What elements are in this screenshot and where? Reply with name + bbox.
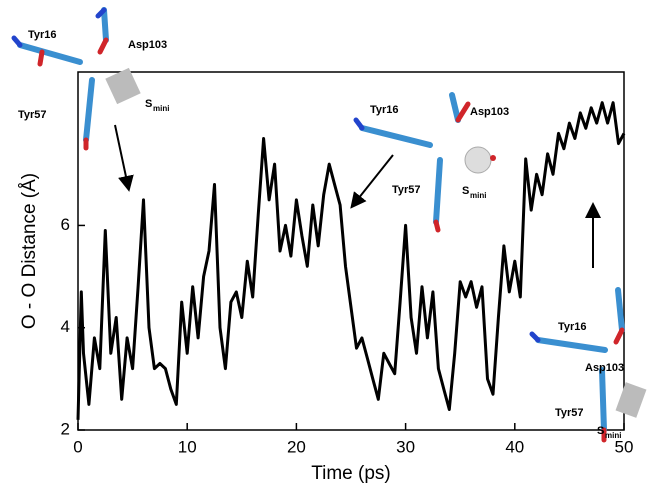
annotation-label: Asp103 [470, 106, 509, 118]
annotation-subscript: mini [470, 191, 486, 200]
annotation-label: Asp103 [585, 362, 624, 374]
molecule-3 [529, 287, 647, 443]
arrow [350, 154, 394, 209]
y-tick-label: 4 [61, 317, 70, 336]
arrow [114, 124, 134, 192]
x-tick-label: 0 [73, 437, 82, 456]
x-tick-label: 20 [287, 437, 306, 456]
annotation-label: Asp103 [128, 39, 167, 51]
y-tick-label: 6 [61, 215, 70, 234]
plot-frame [77, 71, 625, 431]
x-tick-label: 40 [505, 437, 524, 456]
annotation-label: Tyr16 [28, 29, 57, 41]
y-axis-label: O - O Distance (Å) [19, 173, 40, 329]
data-line [76, 101, 626, 420]
x-tick-label: 10 [178, 437, 197, 456]
x-tick-label: 30 [396, 437, 415, 456]
plot-area: 0 10 20 30 40 50 2 4 6 [61, 101, 634, 456]
annotation-label: Tyr57 [555, 407, 584, 419]
annotation-subscript: mini [153, 104, 169, 113]
molecule-1 [11, 7, 141, 151]
molecule-2 [353, 92, 496, 233]
y-tick-label: 2 [61, 419, 70, 438]
annotation-label: S [597, 425, 604, 437]
x-axis-label: Time (ps) [311, 463, 391, 484]
annotation-label: S [145, 98, 152, 110]
x-tick-label: 50 [615, 437, 634, 456]
annotation-label: Tyr57 [392, 184, 421, 196]
annotation-subscript: mini [605, 431, 621, 440]
annotation-label: Tyr57 [18, 109, 47, 121]
annotation-label: Tyr16 [558, 321, 587, 333]
annotation-label: S [462, 185, 469, 197]
annotation-label: Tyr16 [370, 104, 399, 116]
